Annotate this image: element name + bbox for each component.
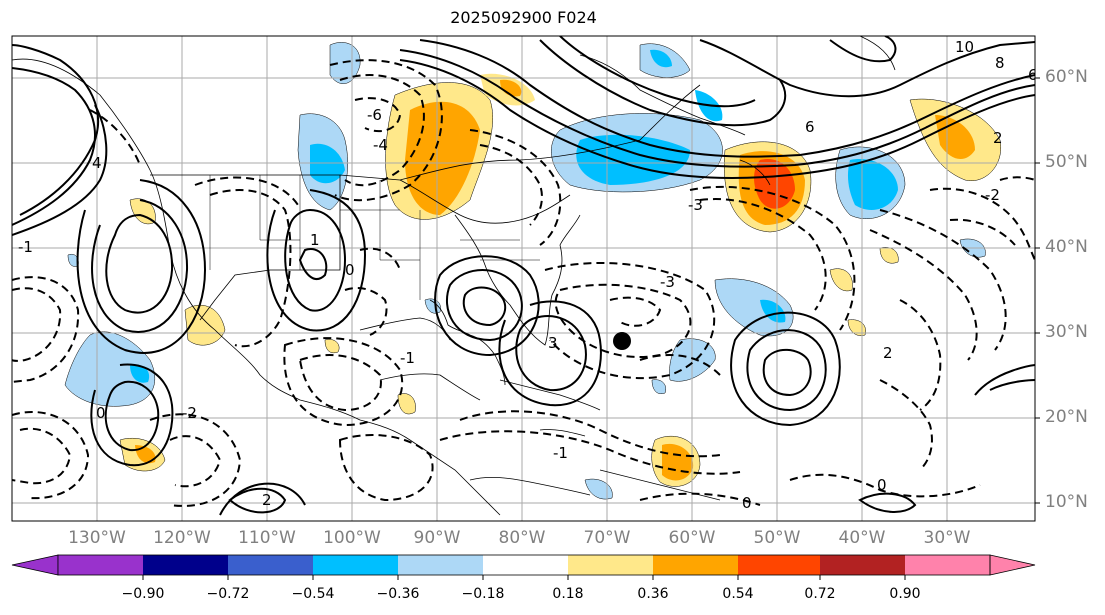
contour-label: 3 <box>548 334 558 352</box>
colorbar-tick-label: 0.54 <box>722 586 754 602</box>
lon-label: 130°W <box>68 528 126 548</box>
contours-negative <box>12 59 1035 507</box>
contour-label: -4 <box>373 136 388 154</box>
contour-label: -3 <box>660 273 675 291</box>
contour-label: 0 <box>345 261 355 279</box>
colorbar-tick-label: 0.90 <box>889 586 921 602</box>
contour-label: 10 <box>955 38 974 56</box>
colorbar-tick-label: 0.18 <box>552 586 584 602</box>
contour-label: 0 <box>742 494 752 512</box>
lon-label: 110°W <box>238 528 296 548</box>
lat-label: 60°N <box>1045 67 1088 87</box>
lat-label: 20°N <box>1045 407 1088 427</box>
contour-label: -3 <box>688 196 703 214</box>
map-title: 2025092900 F024 <box>450 8 597 27</box>
colorbar <box>11 554 1036 580</box>
colorbar-tick-label: −0.54 <box>291 586 335 602</box>
lon-label: 60°W <box>668 528 716 548</box>
colorbar-tick-label: 0.36 <box>637 586 669 602</box>
lat-label: 30°N <box>1045 322 1088 342</box>
contour-label: 2 <box>993 129 1003 147</box>
contour-label: -2 <box>985 186 1000 204</box>
contour-label: 4 <box>92 154 102 172</box>
contour-label: 8 <box>995 54 1005 72</box>
contour-label: 0 <box>96 404 106 422</box>
colorbar-tick-label: 0.72 <box>804 586 836 602</box>
contour-label: 6 <box>805 118 815 136</box>
location-marker <box>613 332 631 350</box>
lon-label: 80°W <box>498 528 546 548</box>
contour-label: -1 <box>400 349 415 367</box>
lon-label: 100°W <box>323 528 381 548</box>
contour-labels: 10 8 6 -6 -4 6 2 -2 3 -3 -1 0 1 -2 2 4 -… <box>18 38 1038 512</box>
contour-label: -1 <box>18 238 33 256</box>
contour-label: 1 <box>310 231 320 249</box>
colorbar-tick-label: −0.72 <box>206 586 250 602</box>
lat-label: 10°N <box>1045 492 1088 512</box>
lon-label: 90°W <box>413 528 461 548</box>
contour-label: -1 <box>553 444 568 462</box>
lat-label: 50°N <box>1045 152 1088 172</box>
contour-label: 6 <box>1028 66 1038 84</box>
contour-label: 2 <box>262 491 272 509</box>
coastlines <box>12 36 896 516</box>
colorbar-tick-label: −0.90 <box>121 586 165 602</box>
lon-label: 120°W <box>153 528 211 548</box>
contour-label: -6 <box>367 106 382 124</box>
lon-label: 30°W <box>923 528 971 548</box>
lon-label: 40°W <box>838 528 886 548</box>
lon-label: 50°W <box>753 528 801 548</box>
colorbar-extend-high <box>989 554 1036 576</box>
contours-positive <box>12 36 1035 516</box>
colorbar-tick-label: −0.18 <box>461 586 505 602</box>
colorbar-tick-label: −0.36 <box>376 586 420 602</box>
contour-label: -2 <box>182 404 197 422</box>
contour-label: 0 <box>877 476 887 494</box>
lat-label: 40°N <box>1045 237 1088 257</box>
colorbar-extend-low <box>11 554 59 576</box>
lon-label: 70°W <box>583 528 631 548</box>
contour-label: 2 <box>883 344 893 362</box>
